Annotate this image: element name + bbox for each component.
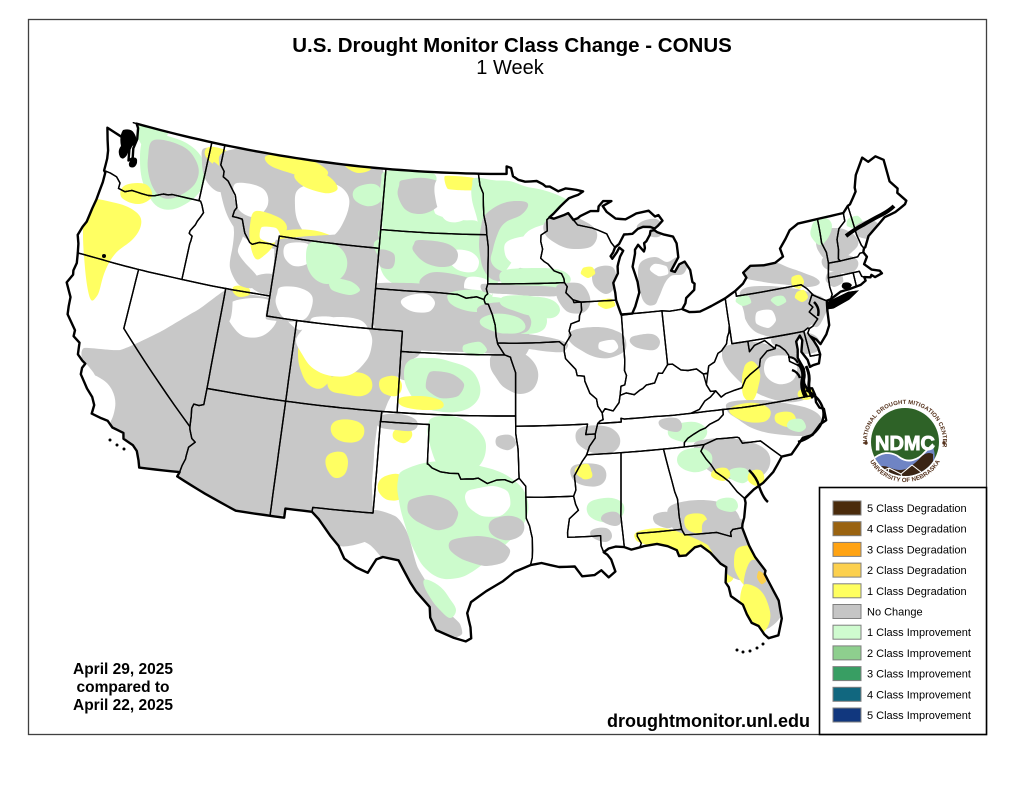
svg-text:droughtmonitor.unl.edu: droughtmonitor.unl.edu	[607, 711, 810, 731]
svg-text:April 22, 2025: April 22, 2025	[73, 697, 173, 714]
svg-text:1 Week: 1 Week	[476, 57, 544, 79]
svg-text:5 Class Improvement: 5 Class Improvement	[867, 710, 971, 722]
svg-text:4 Class Degradation: 4 Class Degradation	[867, 524, 967, 536]
svg-text:4 Class Improvement: 4 Class Improvement	[867, 689, 971, 701]
svg-text:U.S. Drought Monitor Class Cha: U.S. Drought Monitor Class Change - CONU…	[292, 34, 732, 57]
svg-text:5 Class Degradation: 5 Class Degradation	[867, 503, 967, 515]
svg-text:NDMC: NDMC	[875, 433, 935, 455]
svg-text:1 Class Improvement: 1 Class Improvement	[867, 627, 971, 639]
svg-text:2 Class Improvement: 2 Class Improvement	[867, 648, 971, 660]
svg-text:3 Class Improvement: 3 Class Improvement	[867, 669, 971, 681]
svg-text:1 Class Degradation: 1 Class Degradation	[867, 586, 967, 598]
svg-text:2 Class Degradation: 2 Class Degradation	[867, 565, 967, 577]
svg-text:April 29, 2025: April 29, 2025	[73, 661, 173, 678]
svg-text:No Change: No Change	[867, 607, 923, 619]
svg-text:compared to: compared to	[76, 679, 169, 696]
svg-text:3 Class Degradation: 3 Class Degradation	[867, 544, 967, 556]
